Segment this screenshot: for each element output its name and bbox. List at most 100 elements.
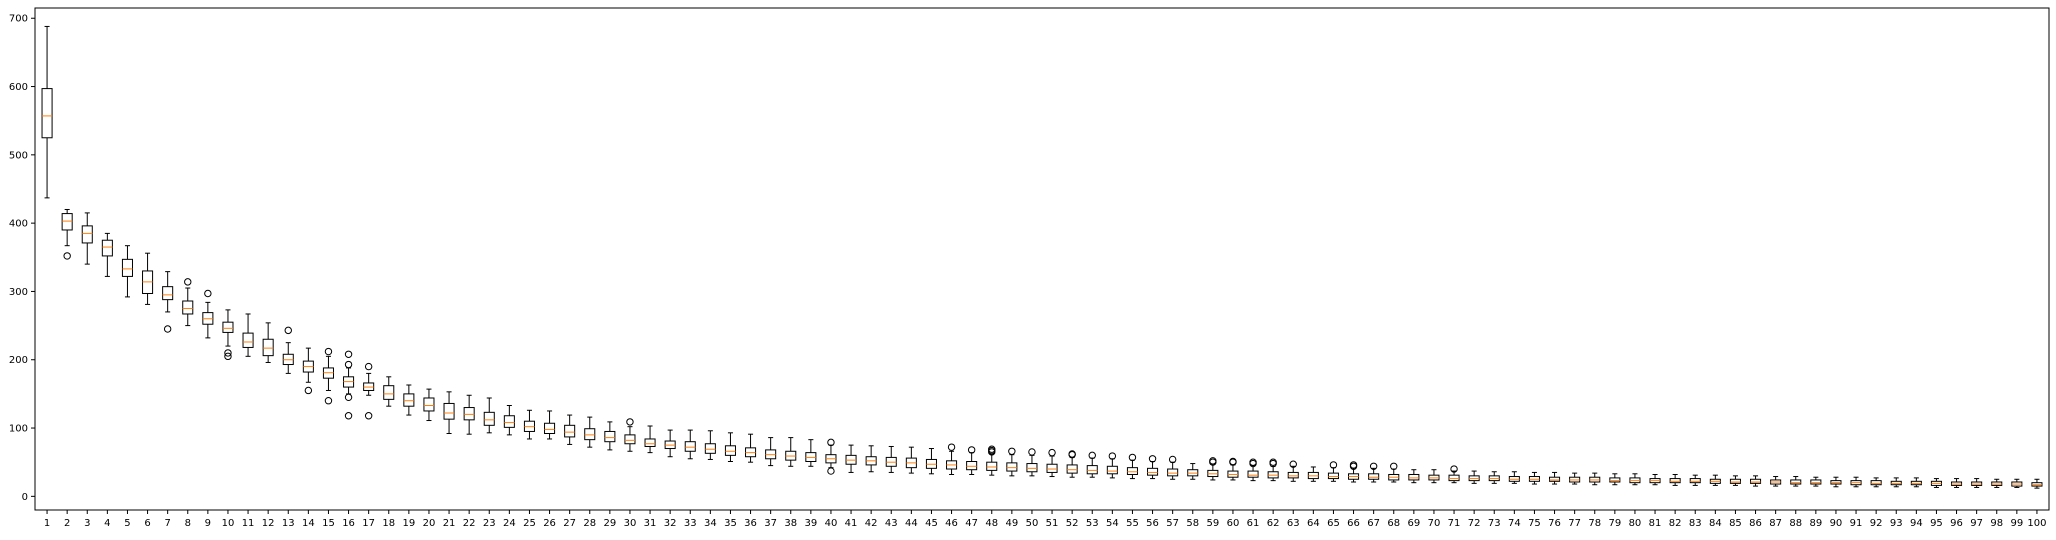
x-tick-label: 26	[543, 518, 556, 529]
x-tick-label: 79	[1608, 518, 1621, 529]
x-tick-label: 67	[1367, 518, 1380, 529]
x-tick-label: 50	[1026, 518, 1039, 529]
x-tick-label: 80	[1629, 518, 1642, 529]
iqr-box	[1327, 472, 1339, 480]
iqr-box	[1066, 464, 1078, 474]
box-group	[2031, 478, 2043, 489]
iqr-box	[644, 438, 656, 447]
iqr-box	[1729, 478, 1741, 484]
x-tick-label: 56	[1146, 518, 1159, 529]
outlier-point	[1008, 447, 1016, 455]
outlier-point	[1349, 461, 1358, 469]
iqr-box	[483, 411, 495, 426]
box-group	[1549, 471, 1561, 485]
x-tick-label: 100	[2027, 518, 2046, 529]
box-group	[604, 421, 616, 451]
outlier-point	[324, 397, 333, 405]
y-axis: 0 100 200 300 400 500 600 700	[9, 14, 35, 503]
x-tick-label: 35	[724, 518, 737, 529]
iqr-box	[383, 385, 395, 400]
x-tick-label: 90	[1830, 518, 1843, 529]
plot-area-frame	[34, 7, 2050, 511]
x-tick-label: 52	[1066, 518, 1079, 529]
x-tick-label: 47	[965, 518, 978, 529]
x-tick-label: 96	[1950, 518, 1963, 529]
iqr-box	[1368, 473, 1380, 480]
box-group	[544, 410, 556, 440]
box-group	[1991, 478, 2003, 488]
x-tick-label: 57	[1166, 518, 1179, 529]
box-group	[1187, 463, 1199, 480]
iqr-box	[121, 258, 133, 277]
iqr-box	[423, 397, 435, 412]
x-tick-label: 28	[583, 518, 596, 529]
iqr-box	[503, 415, 515, 428]
x-tick-label: 76	[1548, 518, 1561, 529]
iqr-box	[262, 338, 274, 357]
outlier-point	[204, 289, 212, 298]
outlier-point	[947, 443, 956, 451]
x-tick-label: 89	[1809, 518, 1822, 529]
x-tick-label: 43	[885, 518, 898, 529]
x-tick-label: 5	[124, 518, 130, 529]
x-tick-label: 44	[905, 518, 918, 529]
iqr-box	[1810, 479, 1822, 485]
outlier-point	[1329, 461, 1338, 469]
box-group	[182, 278, 194, 327]
box-group	[2011, 478, 2023, 488]
y-tick-label: 300	[9, 287, 28, 298]
x-tick-label: 27	[563, 518, 576, 529]
box-group	[363, 362, 375, 420]
x-tick-label: 24	[503, 518, 516, 529]
box-group	[343, 350, 355, 420]
y-tick-label: 400	[9, 219, 28, 230]
x-tick-label: 86	[1749, 518, 1762, 529]
x-tick-label: 60	[1227, 518, 1240, 529]
outlier-point	[1108, 452, 1117, 460]
box-group	[564, 414, 576, 445]
box-group	[1066, 450, 1078, 478]
box-group	[805, 439, 817, 467]
x-tick-label: 69	[1407, 518, 1420, 529]
iqr-box	[1750, 478, 1762, 484]
x-tick-label: 11	[242, 518, 255, 529]
x-tick-label: 59	[1206, 518, 1219, 529]
iqr-box	[1448, 474, 1460, 482]
box-group	[644, 425, 656, 454]
box-group	[1508, 471, 1520, 484]
box-group	[1307, 466, 1319, 482]
x-tick-label: 25	[523, 518, 536, 529]
iqr-box	[81, 225, 93, 244]
box-group	[463, 394, 475, 435]
box-group	[704, 430, 716, 460]
x-tick-label: 37	[764, 518, 777, 529]
iqr-box	[986, 461, 998, 471]
x-tick-label: 13	[282, 518, 295, 529]
iqr-box	[1106, 465, 1118, 475]
box-group	[523, 409, 535, 440]
x-tick-label: 63	[1287, 518, 1300, 529]
iqr-box	[1609, 477, 1621, 483]
outlier-point	[344, 350, 353, 358]
box-group	[845, 444, 857, 473]
box-group	[925, 448, 937, 475]
box-group	[121, 245, 133, 298]
box-group	[162, 271, 174, 333]
x-tick-label: 33	[684, 518, 697, 529]
outlier-point	[1390, 462, 1398, 470]
iqr-box	[624, 434, 636, 445]
box-group	[443, 391, 455, 435]
box-group	[765, 437, 777, 467]
box-group	[1629, 473, 1641, 486]
outlier-point	[967, 446, 976, 454]
x-tick-label: 87	[1769, 518, 1782, 529]
box-group	[222, 309, 234, 361]
iqr-box	[966, 461, 978, 471]
x-tick-label: 32	[664, 518, 677, 529]
y-tick-label: 0	[22, 492, 28, 503]
x-tick-label: 95	[1930, 518, 1943, 529]
box-group	[1167, 455, 1179, 480]
iqr-box	[604, 430, 616, 443]
